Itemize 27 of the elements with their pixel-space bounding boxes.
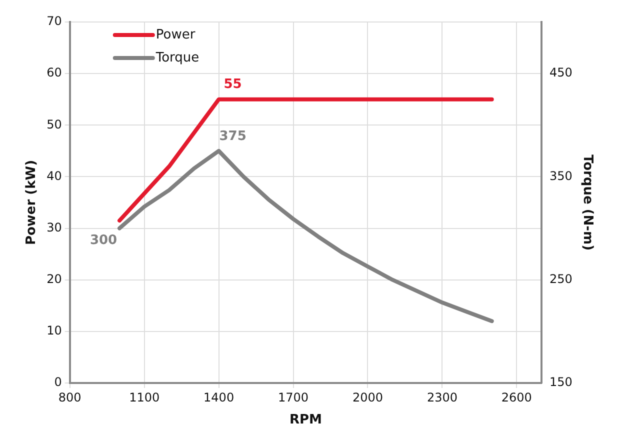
y-tick-label: 10 [46, 324, 62, 338]
y-tick-label: 30 [46, 220, 62, 234]
y2-tick-label: 450 [549, 66, 572, 80]
y-tick-label: 50 [46, 117, 62, 132]
data-label: 375 [219, 128, 246, 144]
y2-tick-label: 350 [549, 168, 572, 183]
x-tick-label: 1700 [278, 390, 309, 404]
x-tick-label: 2600 [501, 390, 532, 404]
x-tick-label: 1100 [129, 390, 160, 404]
y2-axis-title: Torque (N-m) [580, 154, 595, 251]
legend-label: Power [156, 27, 196, 42]
x-tick-label: 2300 [426, 390, 458, 404]
y-axis-title: Power (kW) [24, 160, 40, 246]
data-label: 55 [224, 77, 242, 92]
y-tick-label: 20 [46, 272, 62, 286]
x-tick-label: 800 [58, 390, 82, 404]
y-tick-label: 0 [54, 375, 62, 390]
data-label: 300 [90, 233, 118, 248]
legend-label: Torque [154, 50, 200, 66]
y-tick-label: 70 [46, 14, 62, 28]
x-tick-label: 1400 [204, 390, 234, 404]
y-tick-label: 40 [46, 168, 62, 183]
x-axis-title: RPM [289, 412, 322, 428]
y2-tick-label: 150 [549, 375, 572, 390]
y2-tick-label: 250 [549, 272, 572, 286]
y-tick-label: 60 [46, 66, 62, 80]
x-tick-label: 2000 [352, 390, 384, 404]
